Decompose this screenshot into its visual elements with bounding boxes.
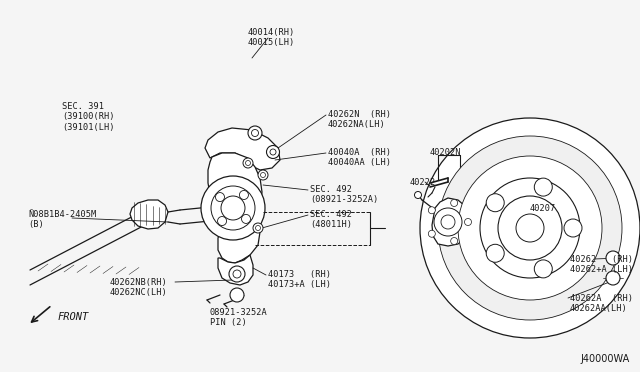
Circle shape	[451, 237, 458, 244]
Circle shape	[270, 149, 276, 155]
Circle shape	[465, 218, 472, 225]
Text: SEC. 391
(39100(RH)
(39101(LH): SEC. 391 (39100(RH) (39101(LH)	[62, 102, 115, 132]
Circle shape	[230, 288, 244, 302]
Circle shape	[201, 176, 265, 240]
Circle shape	[428, 207, 435, 214]
Circle shape	[420, 118, 640, 338]
Circle shape	[486, 194, 504, 212]
Text: Ñ08B1B4-2405M
(B): Ñ08B1B4-2405M (B)	[28, 210, 96, 230]
Text: 40173   (RH)
40173+A (LH): 40173 (RH) 40173+A (LH)	[268, 270, 331, 289]
Circle shape	[534, 260, 552, 278]
Circle shape	[451, 199, 458, 206]
Circle shape	[252, 129, 259, 137]
Polygon shape	[218, 255, 253, 285]
Circle shape	[211, 186, 255, 230]
Circle shape	[564, 219, 582, 237]
Circle shape	[434, 208, 462, 236]
Text: 40202N: 40202N	[430, 148, 461, 157]
Text: SEC. 492
(48011H): SEC. 492 (48011H)	[310, 210, 352, 230]
Circle shape	[248, 126, 262, 140]
Text: 40262A  (RH)
40262AA(LH): 40262A (RH) 40262AA(LH)	[570, 294, 633, 313]
Text: 40222: 40222	[410, 178, 436, 187]
Text: 40207: 40207	[530, 204, 556, 213]
Circle shape	[258, 170, 268, 180]
Polygon shape	[130, 200, 168, 229]
Circle shape	[486, 244, 504, 262]
Circle shape	[216, 193, 225, 202]
Circle shape	[606, 251, 620, 265]
Text: 40014(RH)
40015(LH): 40014(RH) 40015(LH)	[248, 28, 295, 47]
Text: 40262NB(RH)
40262NC(LH): 40262NB(RH) 40262NC(LH)	[110, 278, 168, 297]
Text: SEC. 492
(08921-3252A): SEC. 492 (08921-3252A)	[310, 185, 378, 204]
Circle shape	[241, 214, 250, 224]
Text: FRONT: FRONT	[58, 312, 89, 322]
Text: 40040A  (RH)
40040AA (LH): 40040A (RH) 40040AA (LH)	[328, 148, 391, 167]
Circle shape	[606, 271, 620, 285]
Circle shape	[415, 192, 422, 199]
Circle shape	[516, 214, 544, 242]
Text: 40262   (RH)
40262+A (LH): 40262 (RH) 40262+A (LH)	[570, 255, 633, 275]
Circle shape	[221, 196, 245, 220]
Text: J40000WA: J40000WA	[580, 354, 630, 364]
Polygon shape	[432, 198, 468, 246]
Circle shape	[253, 223, 263, 233]
Circle shape	[458, 156, 602, 300]
Circle shape	[266, 145, 280, 158]
Circle shape	[218, 217, 227, 225]
Circle shape	[229, 266, 245, 282]
Circle shape	[480, 178, 580, 278]
Circle shape	[441, 215, 455, 229]
Polygon shape	[208, 153, 262, 263]
Circle shape	[428, 230, 435, 237]
Circle shape	[243, 158, 253, 168]
Circle shape	[233, 270, 241, 278]
Polygon shape	[205, 128, 280, 170]
Circle shape	[260, 173, 266, 177]
Circle shape	[534, 178, 552, 196]
Circle shape	[438, 136, 622, 320]
Circle shape	[246, 160, 250, 166]
Text: 08921-3252A
PIN (2): 08921-3252A PIN (2)	[210, 308, 268, 327]
Circle shape	[239, 190, 248, 199]
Circle shape	[255, 225, 260, 231]
Text: 40262N  (RH)
40262NA(LH): 40262N (RH) 40262NA(LH)	[328, 110, 391, 129]
Circle shape	[498, 196, 562, 260]
